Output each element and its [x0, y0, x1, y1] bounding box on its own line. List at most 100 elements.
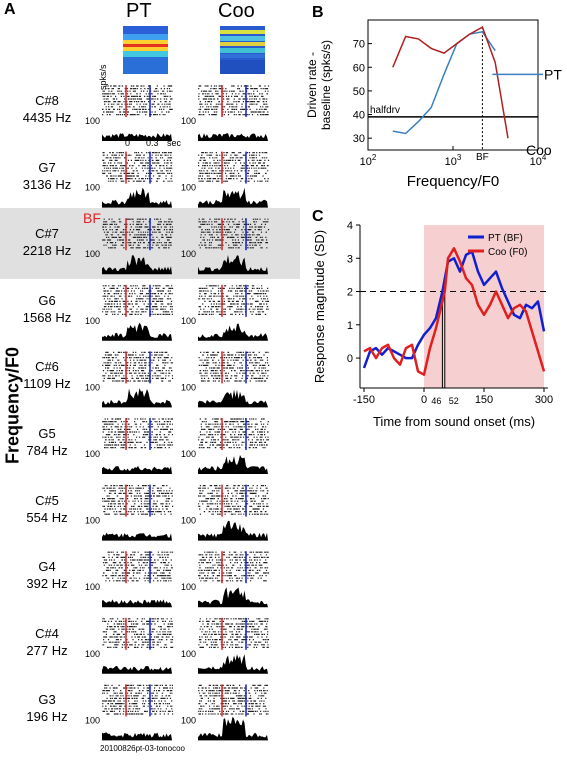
y-tick-label: 70 — [353, 39, 365, 51]
raster-cell: 100 — [181, 684, 269, 741]
spike-raster — [198, 684, 269, 715]
x-axis-label: Frequency/F0 — [407, 173, 500, 190]
y-tick-label: 2 — [347, 287, 353, 299]
psth-rate-tick: 100 — [181, 382, 196, 392]
raster-cell: 100 — [85, 284, 174, 341]
coo-column-header: Coo — [218, 0, 255, 22]
spike-raster — [198, 285, 269, 315]
spike-raster — [102, 152, 173, 182]
spike-raster — [102, 485, 174, 515]
raster-cell: 100 — [181, 218, 270, 275]
psth-rate-tick: 100 — [85, 316, 100, 326]
series-label-coo: Coo — [526, 142, 552, 158]
series-line-coo — [392, 26, 509, 139]
y-tick-label: 0 — [347, 353, 353, 365]
spike-raster — [198, 351, 270, 382]
spike-raster — [198, 551, 270, 582]
psth-rate-tick: 100 — [85, 183, 100, 193]
psth-histogram — [102, 599, 172, 608]
row-frequency: 784 Hz — [26, 443, 68, 458]
row-note: G3 — [38, 692, 56, 708]
raster-cell: 100 — [181, 151, 270, 208]
x-tick-label: -150 — [353, 394, 375, 406]
latency-label: 52 — [449, 396, 459, 406]
spike-raster — [198, 218, 270, 249]
y-axis-label: Driven rate - — [305, 52, 319, 118]
row-frequency: 554 Hz — [26, 509, 68, 525]
row-label: G5 784 Hz — [12, 425, 82, 459]
footnote: 20100826pt-03-tonocoo — [100, 744, 185, 753]
psth-rate-tick: 100 — [181, 316, 196, 326]
spike-raster — [102, 684, 174, 715]
psth-rate-tick: 100 — [85, 715, 100, 725]
x-tick-label: 150 — [475, 394, 493, 406]
series-line — [362, 250, 546, 369]
spike-raster — [102, 85, 173, 116]
psth-rate-tick: 100 — [85, 516, 100, 526]
psth-histogram — [102, 532, 172, 541]
y-axis-label: Response magnitude (SD) — [312, 230, 327, 383]
psth-rate-tick: 100 — [85, 116, 100, 126]
y-tick-label: 60 — [353, 62, 365, 74]
psth-histogram — [198, 323, 268, 341]
spike-raster — [102, 351, 174, 382]
psth-rate-tick: 100 — [181, 715, 196, 725]
time-tick-0: 0 — [125, 138, 131, 148]
panel-a-label: A — [4, 1, 16, 18]
row-label: C#6 1109 Hz — [12, 358, 82, 392]
raster-cell: 100 — [181, 85, 270, 141]
row-frequency: 1109 Hz — [23, 376, 71, 392]
raster-cell: 100 — [85, 551, 174, 608]
row-label: G4 392 Hz — [12, 558, 82, 592]
pt-column-header: PT — [126, 0, 152, 22]
row-frequency: 196 Hz — [26, 709, 68, 725]
psth-rate-tick: 100 — [85, 382, 100, 392]
spike-raster — [198, 618, 270, 648]
psth-histogram — [102, 187, 172, 208]
raster-cell: 100 — [85, 684, 174, 741]
spike-raster — [198, 152, 270, 182]
time-tick-sec: sec — [167, 138, 182, 148]
row-note: C#6 — [35, 359, 59, 375]
raster-cell: 100 — [85, 351, 174, 408]
raster-cell: 100 — [181, 418, 270, 474]
row-label: G7 3136 Hz — [12, 159, 82, 193]
row-note: C#7 — [35, 226, 59, 242]
x-tick-label: 0 — [421, 394, 427, 406]
raster-cell: 100 — [85, 484, 174, 541]
row-label: G3 196 Hz — [12, 691, 82, 725]
series-label-pt: PT — [544, 66, 562, 82]
row-label: C#7 2218 Hz — [12, 225, 82, 259]
row-note: G4 — [38, 559, 56, 575]
row-note: C#8 — [35, 93, 59, 108]
series-line-pt — [392, 30, 496, 135]
panel-c-label: C — [312, 208, 324, 225]
psth-histogram — [198, 716, 268, 741]
row-label: C#8 4435 Hz — [12, 92, 82, 126]
spike-raster — [102, 285, 174, 315]
psth-histogram — [198, 587, 268, 608]
psth-rate-tick: 100 — [181, 116, 196, 126]
psth-rate-tick: 100 — [181, 649, 196, 659]
psth-rate-tick: 100 — [85, 449, 100, 459]
row-frequency: 2218 Hz — [22, 243, 72, 259]
y-tick-label: 50 — [353, 86, 365, 98]
psth-histogram — [102, 665, 172, 674]
spike-raster — [198, 418, 270, 449]
row-label: C#5 554 Hz — [12, 492, 82, 526]
coo-spectrogram — [220, 26, 265, 74]
x-tick-label: 300 — [535, 394, 553, 406]
psth-histogram — [102, 133, 172, 141]
psth-histogram — [198, 389, 268, 408]
row-note: C#5 — [35, 492, 59, 508]
psth-rate-tick: 100 — [85, 649, 100, 659]
y-tick-label: 40 — [353, 110, 365, 122]
latency-label: 46 — [431, 396, 441, 406]
panel-b-label: B — [312, 4, 324, 21]
psth-rate-tick: 100 — [181, 449, 196, 459]
psth-rate-tick: 100 — [85, 582, 100, 592]
psth-rate-tick: 100 — [85, 249, 100, 259]
raster-cell: 100 — [85, 85, 173, 141]
spike-raster — [102, 218, 174, 249]
